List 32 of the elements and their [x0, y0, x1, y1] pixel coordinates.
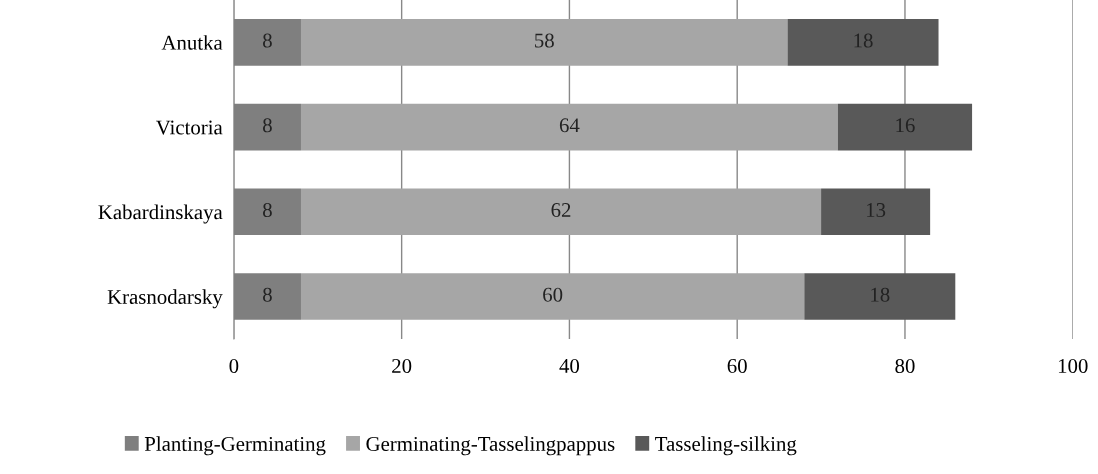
- bar: [787, 19, 939, 66]
- y-tick-label: Anutka: [161, 35, 223, 50]
- y-tick-label: Victoria: [155, 120, 223, 135]
- bar: [300, 188, 822, 236]
- data-label: 8: [263, 118, 272, 133]
- x-tick-label: 0: [229, 358, 239, 374]
- y-tick-label: Krasnodarsky: [107, 289, 223, 309]
- x-tick-label: 40: [559, 358, 580, 374]
- bar: [804, 273, 956, 320]
- legend-label: Germinating-Tasselingpappus: [366, 436, 615, 456]
- x-tick-label: 100: [1058, 358, 1088, 374]
- data-label: 58: [535, 33, 554, 48]
- data-label: 60: [543, 287, 563, 302]
- data-label: 8: [263, 202, 272, 218]
- x-tick-label: 60: [727, 358, 747, 374]
- bar: [300, 19, 788, 66]
- y-tick-label: Kabardinskaya: [98, 204, 223, 224]
- x-tick-label: 20: [392, 358, 412, 374]
- data-label: 64: [559, 118, 580, 133]
- data-label: 8: [263, 287, 272, 302]
- legend-label: Planting-Germinating: [144, 436, 326, 456]
- x-tick-label: 80: [895, 358, 915, 374]
- bar: [821, 188, 931, 236]
- bar: [837, 103, 973, 151]
- data-label: 18: [871, 287, 890, 302]
- data-label: 8: [263, 33, 272, 48]
- data-label: 18: [854, 33, 873, 48]
- bar: [300, 273, 805, 320]
- data-label: 16: [896, 118, 915, 133]
- data-label: 62: [551, 203, 571, 218]
- bar: [300, 103, 838, 151]
- legend-label: Tasseling-silking: [655, 436, 797, 456]
